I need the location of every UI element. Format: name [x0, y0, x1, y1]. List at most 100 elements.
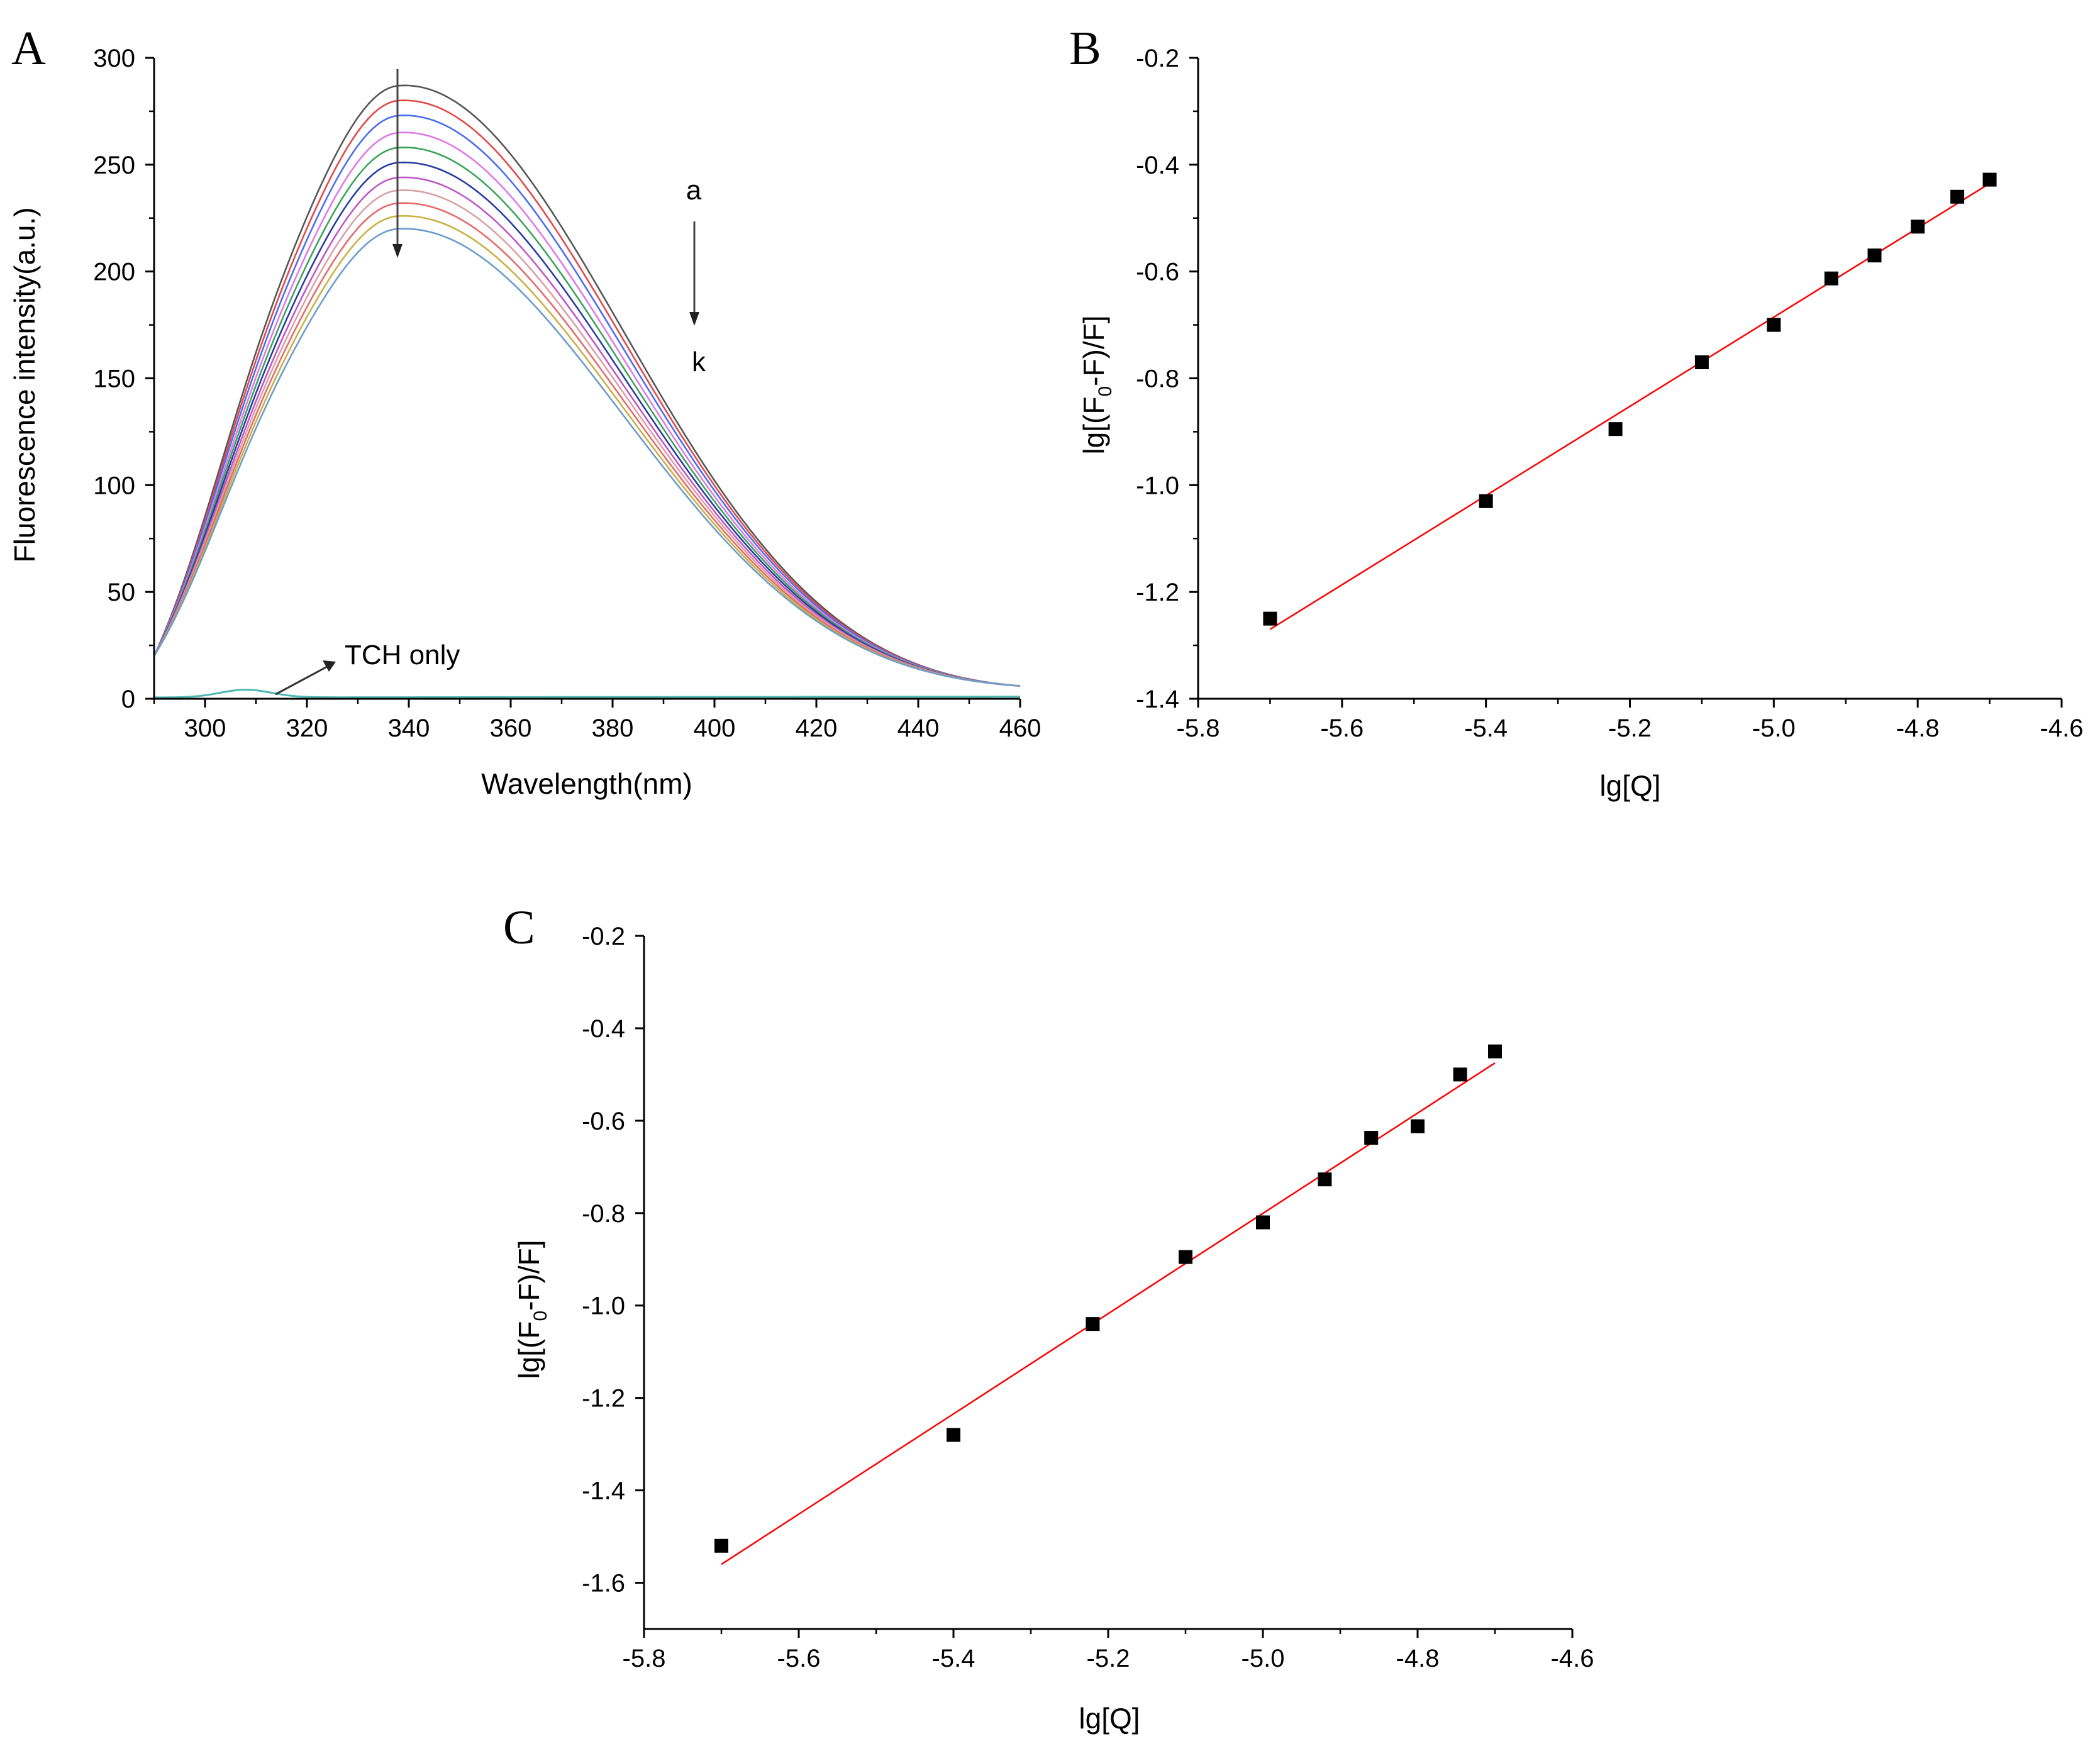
tch-only-label: TCH only: [345, 640, 460, 670]
y-tick-label: -0.6: [582, 1108, 625, 1135]
y-ticks: -1.4 -1.2 -1.0 -0.8 -0.6 -0.4 -0.2: [1136, 45, 1198, 713]
x-tick-label: -4.8: [1396, 1645, 1440, 1672]
data-point: [1694, 355, 1709, 370]
spectrum-b: [153, 99, 1021, 687]
y-tick-label: 200: [93, 258, 135, 286]
panel-b: B -5.8 -5.6 -5.4 -5.2 -5.0 -4.8 -4.6 -1.4-1.2-…: [1069, 22, 2083, 802]
x-tick-label: 440: [897, 714, 940, 742]
label-k: k: [692, 347, 706, 377]
y-tick-label: -1.2: [1136, 579, 1179, 606]
spectra-lines: [153, 84, 1021, 687]
x-tick-label: -5.0: [1242, 1645, 1285, 1672]
data-point: [1608, 422, 1623, 436]
y-ticks: 0 50 100 150 200 250 300: [93, 45, 154, 713]
x-tick-label: -5.6: [1320, 714, 1364, 742]
y-tick-label: -0.2: [1136, 45, 1179, 72]
data-point: [1982, 172, 1997, 187]
data-points: [714, 1044, 1502, 1553]
y-axis-title: lg[(F0-F)/F]: [513, 1240, 551, 1379]
x-tick-label: -5.6: [777, 1645, 821, 1672]
x-tick-label: -5.8: [623, 1645, 666, 1672]
spectrum-c: [153, 114, 1021, 687]
x-tick-label: -5.0: [1752, 714, 1796, 742]
y-tick-label: -0.6: [1136, 258, 1179, 286]
spectrum-h: [153, 189, 1021, 687]
panel-label-c: C: [503, 901, 535, 954]
x-tick-label: 360: [490, 714, 532, 742]
x-tick-label: -5.4: [1464, 714, 1508, 742]
x-tick-label: -5.2: [1087, 1645, 1130, 1672]
y-tick-label: 50: [108, 579, 136, 606]
data-point: [1263, 611, 1277, 626]
y-tick-label: -1.2: [582, 1385, 625, 1413]
peak-arrow-head: [392, 244, 403, 258]
panel-c: C -5.8 -5.6 -5.4 -5.2 -5.0 -4.8 -4.6 -1.6 -1.4 -…: [503, 901, 1594, 1735]
axes-frame: [1197, 58, 2062, 700]
x-tick-label: 300: [184, 714, 226, 742]
spectrum-e: [153, 147, 1021, 687]
x-tick-label: 400: [694, 714, 736, 742]
x-tick-label: -4.6: [1551, 1645, 1594, 1672]
y-tick-label: -0.2: [582, 923, 625, 950]
x-tick-label: 340: [388, 714, 430, 742]
y-tick-label: -1.0: [582, 1292, 625, 1320]
data-point: [1767, 318, 1781, 332]
x-tick-label: -5.2: [1608, 714, 1652, 742]
label-a: a: [686, 175, 702, 206]
x-axis-title: lg[Q]: [1079, 1702, 1140, 1735]
y-tick-label: 250: [93, 152, 135, 179]
x-tick-label: -4.6: [2040, 714, 2084, 742]
data-point: [1911, 220, 1925, 234]
y-tick-label: -1.4: [582, 1477, 625, 1505]
tch-only-arrow-line: [275, 665, 328, 696]
x-tick-label: -4.8: [1896, 714, 1940, 742]
spectrum-g: [153, 176, 1021, 687]
y-tick-label: 300: [93, 45, 135, 72]
y-ticks: -1.6 -1.4 -1.2 -1.0 -0.8 -0.6 -0.4 -0.2: [582, 923, 644, 1598]
x-ticks: -5.8 -5.6 -5.4 -5.2 -5.0 -4.8 -4.6: [623, 1629, 1594, 1672]
data-point: [1318, 1172, 1332, 1187]
x-axis-title: Wavelength(nm): [481, 767, 692, 800]
spectrum-k: [153, 228, 1021, 687]
data-point: [1867, 248, 1882, 263]
data-point: [1086, 1317, 1100, 1331]
tch-only-arrow-head: [323, 660, 336, 672]
panel-a: A 300 320 340 360 380 400 420 440 460 0 50 100 150 2…: [8, 22, 1041, 800]
a-to-k-arrow-head: [689, 312, 699, 326]
y-tick-label: -0.8: [1136, 365, 1179, 393]
y-tick-label: -0.4: [1136, 152, 1179, 179]
data-point: [1256, 1215, 1270, 1230]
panel-label-b: B: [1069, 22, 1101, 75]
y-tick-label: -1.0: [1136, 472, 1179, 499]
panel-label-a: A: [11, 22, 46, 75]
data-point: [714, 1538, 728, 1553]
data-point: [1479, 494, 1493, 508]
data-point: [1364, 1131, 1379, 1145]
data-point: [947, 1428, 960, 1442]
fit-line: [721, 1062, 1496, 1565]
x-tick-label: 420: [796, 714, 838, 742]
y-tick-label: 100: [93, 472, 135, 499]
y-tick-label: 0: [121, 686, 135, 713]
fit-line: [1269, 182, 1991, 630]
data-points: [1263, 172, 1997, 626]
x-tick-label: 460: [999, 714, 1042, 742]
x-tick-label: -5.8: [1177, 714, 1220, 742]
y-tick-label: -1.4: [1136, 686, 1179, 713]
data-point: [1950, 189, 1965, 204]
y-tick-label: -1.6: [582, 1570, 625, 1598]
data-point: [1179, 1250, 1192, 1264]
y-axis-title: Fluorescence intensity(a.u.): [8, 207, 41, 562]
data-point: [1488, 1044, 1502, 1059]
x-ticks: -5.8 -5.6 -5.4 -5.2 -5.0 -4.8 -4.6: [1177, 699, 2084, 742]
data-point: [1453, 1067, 1467, 1082]
data-point: [1411, 1119, 1425, 1133]
spectrum-d: [153, 131, 1021, 687]
x-tick-label: 380: [592, 714, 634, 742]
tch-only-baseline: [154, 689, 1020, 699]
x-ticks: 300 320 340 360 380 400 420 440 460: [153, 699, 1042, 742]
spectrum-f: [153, 161, 1021, 687]
x-tick-label: -5.4: [932, 1645, 975, 1672]
spectrum-a: [153, 84, 1021, 687]
